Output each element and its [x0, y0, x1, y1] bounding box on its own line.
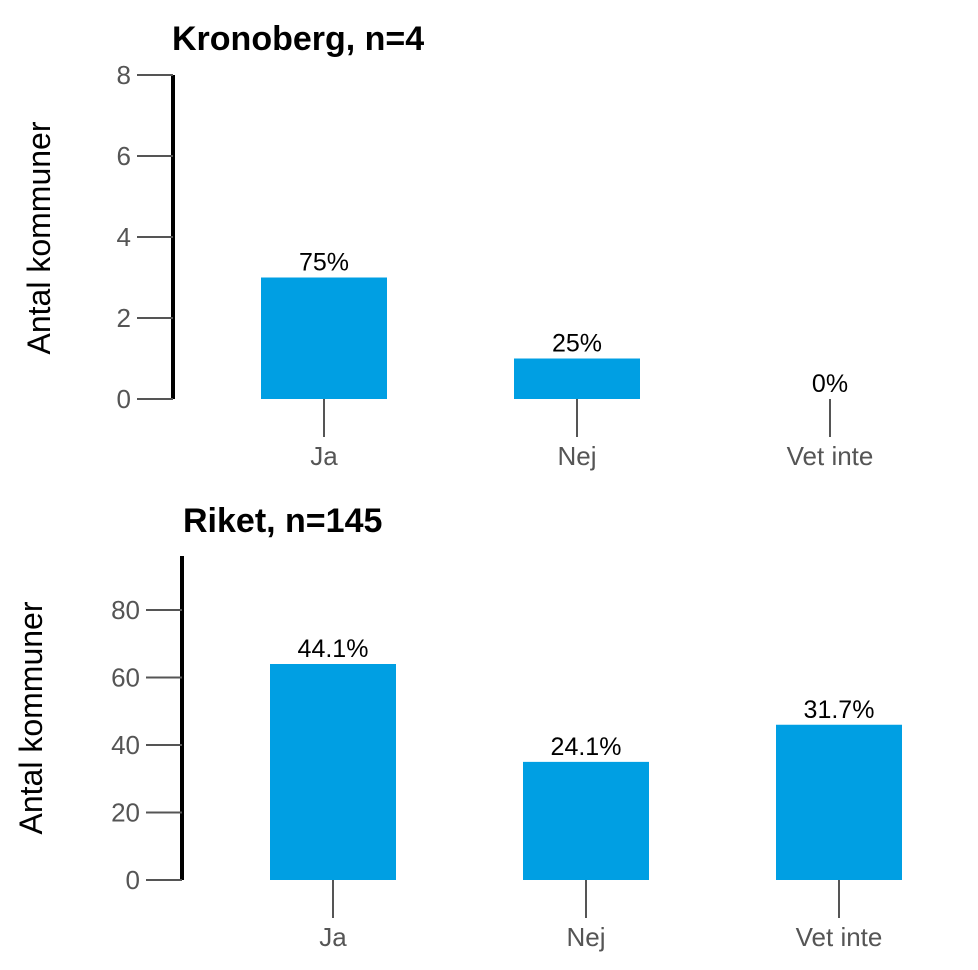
x-category-label: Vet inte [787, 441, 874, 471]
chart-panel-kronoberg: Kronoberg, n=4 Antal kommuner 0 2 4 6 8 75% 2… [21, 20, 873, 471]
y-axis-label: Antal kommuner [21, 121, 57, 354]
y-tick-label: 2 [117, 303, 131, 333]
x-category-label: Nej [557, 441, 596, 471]
y-ticks: 0 2 4 6 8 [117, 60, 173, 414]
x-category-label: Ja [319, 922, 347, 952]
y-tick-label: 40 [111, 730, 140, 760]
bar-vet-inte [776, 724, 902, 880]
y-tick-label: 0 [117, 384, 131, 414]
y-ticks: 0 20 40 60 80 [111, 595, 182, 895]
y-tick-label: 80 [111, 595, 140, 625]
bar-nej [514, 358, 640, 399]
bar-nej [523, 761, 649, 880]
bars [270, 664, 902, 880]
y-tick-label: 0 [126, 865, 140, 895]
bar-ja [261, 277, 387, 399]
x-categories: Ja Nej Vet inte [310, 399, 873, 471]
data-label: 31.7% [804, 696, 875, 724]
data-labels: 75% 25% 0% [299, 249, 848, 399]
y-tick-label: 20 [111, 798, 140, 828]
bars [261, 277, 640, 399]
y-tick-label: 60 [111, 663, 140, 693]
chart-riket: Riket, n=145 Antal kommuner 0 20 40 60 80 44… [13, 502, 902, 952]
chart-title: Riket, n=145 [183, 502, 382, 540]
data-label: 0% [812, 370, 848, 398]
y-axis-label: Antal kommuner [13, 601, 49, 834]
x-category-label: Vet inte [796, 922, 883, 952]
data-label: 24.1% [551, 733, 622, 761]
x-categories: Ja Nej Vet inte [319, 880, 882, 952]
data-label: 44.1% [298, 635, 369, 663]
bar-ja [270, 664, 396, 880]
y-tick-label: 4 [117, 222, 131, 252]
chart-kronoberg: Kronoberg, n=4 Antal kommuner 0 2 4 6 8 75% 2… [21, 20, 873, 471]
chart-title: Kronoberg, n=4 [172, 20, 424, 58]
chart-panel-riket: Riket, n=145 Antal kommuner 0 20 40 60 80 44… [0, 488, 978, 965]
x-category-label: Nej [566, 922, 605, 952]
y-tick-label: 8 [117, 60, 131, 90]
data-label: 25% [552, 330, 602, 358]
y-tick-label: 6 [117, 141, 131, 171]
data-label: 75% [299, 249, 349, 277]
x-category-label: Ja [310, 441, 338, 471]
data-labels: 44.1% 24.1% 31.7% [298, 635, 875, 761]
